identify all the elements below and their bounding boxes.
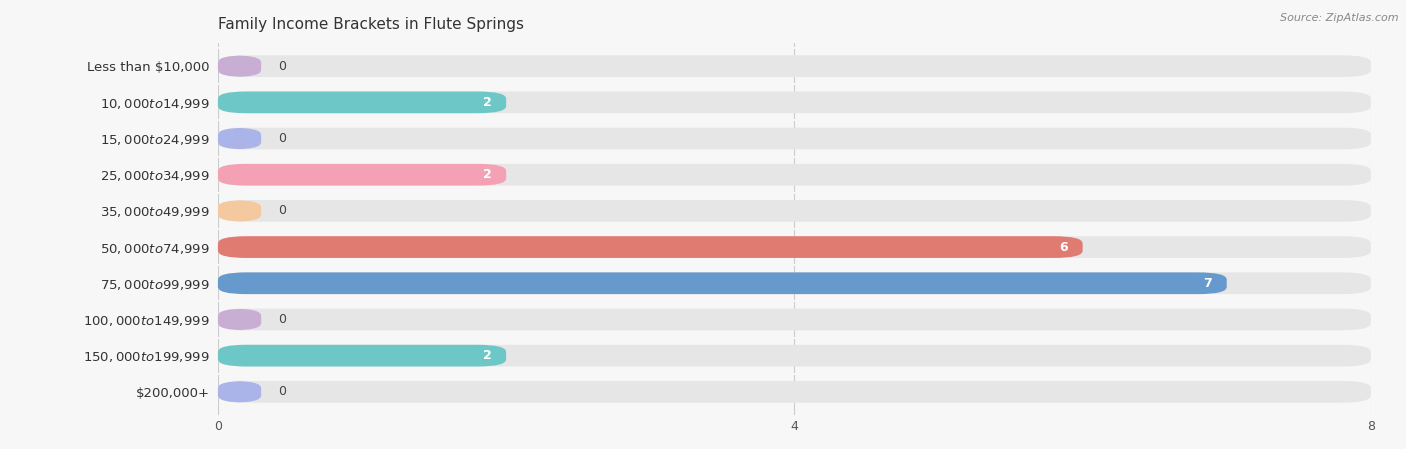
Text: 0: 0 (278, 313, 287, 326)
Text: 2: 2 (484, 96, 492, 109)
FancyBboxPatch shape (218, 164, 506, 185)
Text: 2: 2 (484, 168, 492, 181)
Text: Source: ZipAtlas.com: Source: ZipAtlas.com (1281, 13, 1399, 23)
FancyBboxPatch shape (218, 308, 1371, 330)
FancyBboxPatch shape (218, 345, 1371, 366)
FancyBboxPatch shape (218, 128, 262, 150)
Text: 0: 0 (278, 132, 287, 145)
FancyBboxPatch shape (218, 55, 1371, 77)
FancyBboxPatch shape (218, 273, 1226, 294)
FancyBboxPatch shape (218, 381, 1371, 403)
FancyBboxPatch shape (218, 92, 1371, 113)
FancyBboxPatch shape (218, 273, 1371, 294)
FancyBboxPatch shape (218, 92, 506, 113)
Text: Family Income Brackets in Flute Springs: Family Income Brackets in Flute Springs (218, 17, 524, 32)
Text: 7: 7 (1204, 277, 1212, 290)
Text: 0: 0 (278, 204, 287, 217)
FancyBboxPatch shape (218, 236, 1371, 258)
FancyBboxPatch shape (218, 164, 1371, 185)
FancyBboxPatch shape (218, 55, 262, 77)
FancyBboxPatch shape (218, 345, 506, 366)
FancyBboxPatch shape (218, 308, 262, 330)
FancyBboxPatch shape (218, 128, 1371, 150)
Text: 0: 0 (278, 385, 287, 398)
Text: 2: 2 (484, 349, 492, 362)
FancyBboxPatch shape (218, 381, 262, 403)
Text: 6: 6 (1060, 241, 1069, 254)
FancyBboxPatch shape (218, 236, 1083, 258)
Text: 0: 0 (278, 60, 287, 73)
FancyBboxPatch shape (218, 200, 1371, 222)
FancyBboxPatch shape (218, 200, 262, 222)
